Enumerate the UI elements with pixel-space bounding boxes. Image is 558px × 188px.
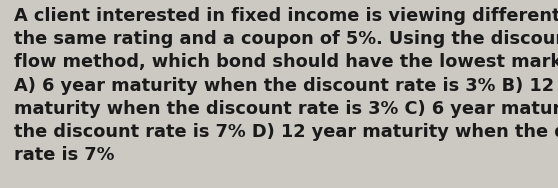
Text: A client interested in fixed income is viewing different bonds with
the same rat: A client interested in fixed income is v…: [14, 7, 558, 164]
